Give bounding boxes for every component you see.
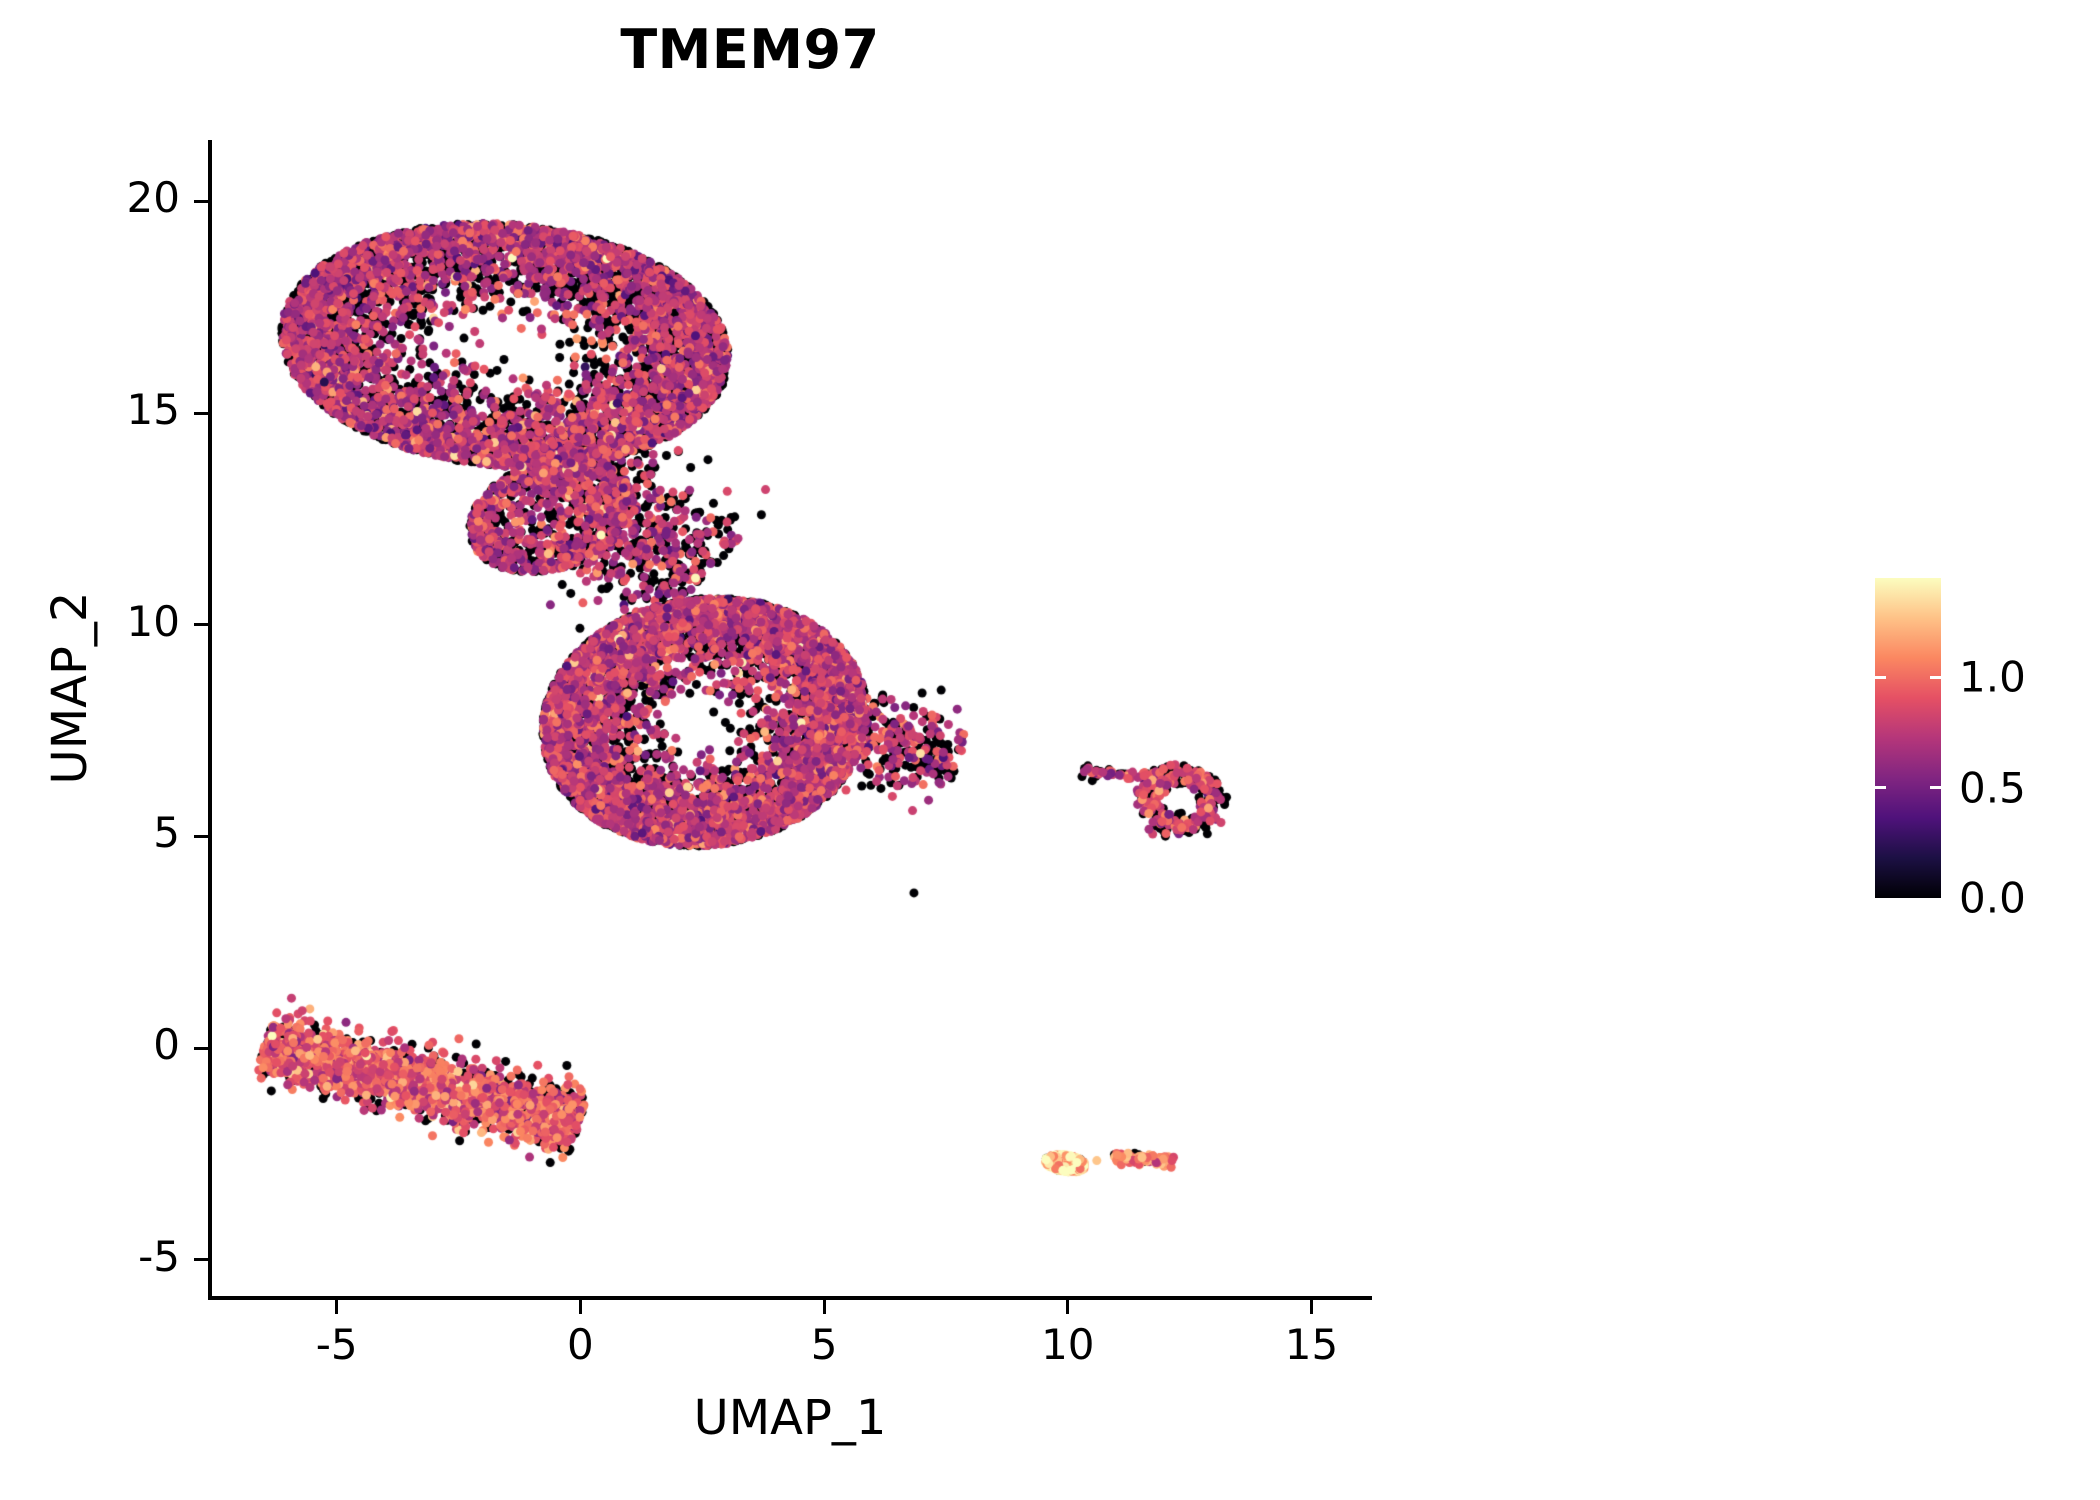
y-tick-mark — [194, 623, 208, 627]
x-tick-mark — [335, 1300, 339, 1314]
y-axis-label: UMAP_2 — [42, 591, 98, 785]
y-tick-label: 5 — [153, 808, 180, 858]
colorbar-tick-mark — [1875, 786, 1886, 790]
x-tick-label: -5 — [315, 1320, 358, 1369]
y-tick-mark — [194, 411, 208, 415]
colorbar — [1875, 578, 1941, 898]
colorbar-tick-mark — [1930, 786, 1941, 790]
y-tick-mark — [194, 199, 208, 203]
y-tick-mark — [194, 1258, 208, 1262]
y-tick-mark — [194, 834, 208, 838]
x-tick-label: 15 — [1284, 1320, 1339, 1369]
y-tick-mark — [194, 1046, 208, 1050]
colorbar-tick-label: 0.0 — [1959, 873, 2026, 923]
y-tick-label: -5 — [138, 1231, 180, 1281]
colorbar-tick-label: 0.5 — [1959, 763, 2026, 813]
y-tick-label: 20 — [126, 173, 180, 223]
x-tick-mark — [822, 1300, 826, 1314]
plot-area — [210, 142, 1370, 1298]
colorbar-tick-mark — [1875, 675, 1886, 679]
scatter-plot-canvas — [210, 142, 1370, 1298]
colorbar-tick-label: 1.0 — [1959, 652, 2026, 702]
y-tick-label: 0 — [153, 1020, 180, 1070]
x-tick-label: 0 — [567, 1320, 594, 1369]
x-tick-label: 5 — [810, 1320, 838, 1369]
x-tick-mark — [1310, 1300, 1313, 1314]
colorbar-tick-mark — [1930, 675, 1941, 679]
x-axis-label: UMAP_1 — [693, 1390, 887, 1446]
x-tick-mark — [1066, 1300, 1070, 1314]
x-axis-spine — [208, 1296, 1372, 1300]
x-tick-mark — [578, 1300, 582, 1314]
page-title: TMEM97 — [620, 18, 880, 81]
y-tick-label: 15 — [126, 385, 180, 434]
colorbar-gradient — [1875, 578, 1941, 898]
y-tick-label: 10 — [126, 596, 180, 646]
x-tick-label: 10 — [1041, 1320, 1095, 1369]
